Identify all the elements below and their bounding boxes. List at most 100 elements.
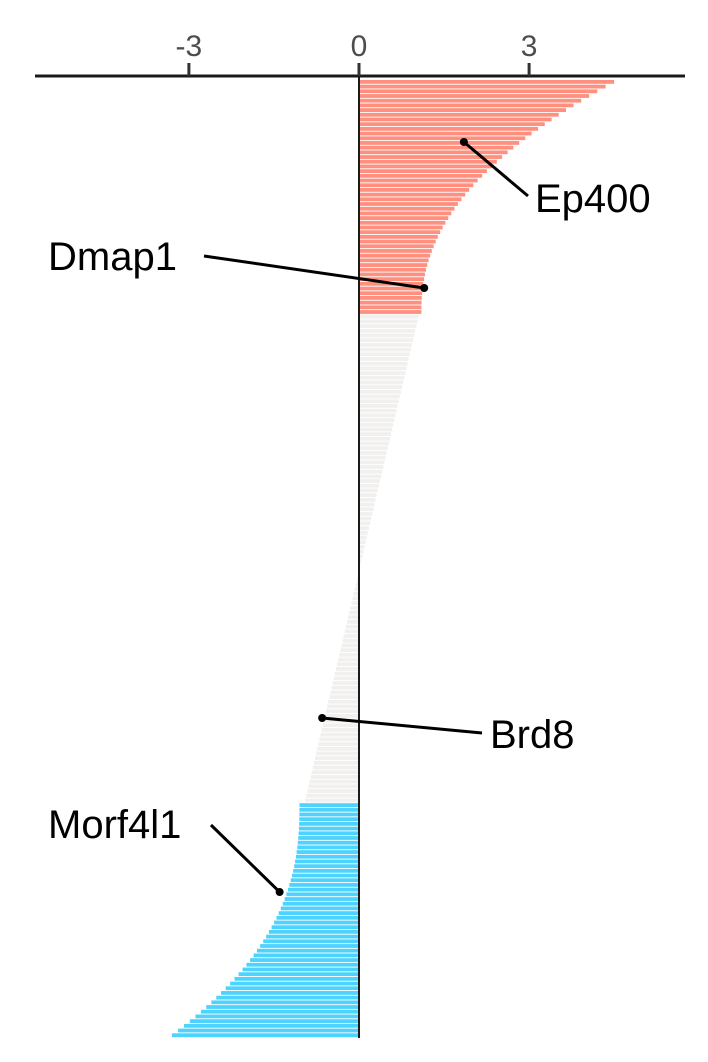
bar bbox=[359, 108, 566, 112]
bar bbox=[322, 723, 359, 728]
bar bbox=[345, 624, 359, 629]
bar bbox=[359, 197, 462, 202]
bar bbox=[359, 352, 410, 357]
bar bbox=[295, 859, 359, 864]
bar bbox=[299, 817, 359, 822]
bar bbox=[359, 371, 406, 375]
bar bbox=[276, 915, 359, 920]
bar bbox=[327, 704, 359, 709]
bar bbox=[284, 897, 359, 901]
bar bbox=[225, 986, 359, 991]
bar bbox=[359, 136, 526, 141]
bar bbox=[238, 972, 359, 977]
bar bbox=[359, 277, 425, 282]
bar bbox=[359, 441, 389, 446]
bar bbox=[359, 122, 545, 127]
bar bbox=[359, 408, 397, 413]
bar bbox=[359, 380, 404, 385]
bar bbox=[354, 587, 359, 591]
bar bbox=[282, 901, 359, 906]
bar bbox=[359, 150, 508, 155]
bar bbox=[359, 305, 422, 310]
bars-layer bbox=[171, 80, 615, 1038]
annotations-layer: Ep400 Dmap1 Brd8 Morf4l1 bbox=[48, 138, 651, 896]
bar bbox=[309, 779, 359, 784]
bar bbox=[253, 953, 359, 958]
bar bbox=[359, 342, 412, 347]
bar bbox=[280, 906, 359, 911]
bar bbox=[305, 798, 359, 803]
bar bbox=[359, 413, 396, 418]
bar bbox=[299, 821, 359, 826]
bar bbox=[359, 347, 411, 352]
bar bbox=[359, 267, 426, 272]
bar bbox=[359, 164, 492, 169]
bar bbox=[359, 544, 365, 549]
bar bbox=[297, 840, 359, 845]
bar bbox=[334, 671, 359, 676]
x-tick-label: 0 bbox=[351, 30, 368, 63]
bar bbox=[359, 272, 425, 277]
bar bbox=[307, 789, 359, 793]
bar bbox=[359, 338, 414, 343]
x-tick-label: -3 bbox=[176, 30, 203, 63]
annotation-point bbox=[459, 138, 468, 146]
bar bbox=[324, 713, 359, 718]
bar bbox=[359, 89, 598, 94]
bar bbox=[359, 460, 385, 465]
bar bbox=[359, 216, 449, 220]
bar bbox=[359, 535, 367, 540]
bar bbox=[359, 253, 431, 258]
bar bbox=[340, 648, 359, 653]
bar bbox=[359, 84, 606, 89]
bar bbox=[359, 512, 373, 516]
bar bbox=[359, 112, 559, 117]
bar bbox=[293, 868, 359, 873]
bar bbox=[359, 319, 418, 324]
annotation-label-brd8: Brd8 bbox=[490, 713, 575, 757]
bar bbox=[359, 526, 369, 530]
bar bbox=[256, 948, 359, 953]
bar bbox=[342, 638, 359, 643]
bar bbox=[359, 202, 458, 206]
bar bbox=[298, 836, 359, 840]
bar bbox=[296, 850, 359, 854]
annotation-label-ep400: Ep400 bbox=[535, 177, 651, 221]
bar bbox=[328, 699, 359, 704]
bar bbox=[359, 422, 394, 427]
bar bbox=[311, 770, 359, 775]
bar bbox=[355, 582, 359, 587]
bar bbox=[359, 126, 539, 131]
bar bbox=[359, 483, 379, 488]
annotation-label-dmap1: Dmap1 bbox=[48, 235, 177, 279]
bar bbox=[184, 1023, 359, 1028]
bar bbox=[350, 605, 359, 610]
bar bbox=[359, 225, 443, 230]
bar bbox=[260, 944, 359, 948]
bar bbox=[359, 427, 393, 432]
bar bbox=[359, 220, 446, 225]
bar bbox=[330, 690, 359, 695]
bar bbox=[359, 493, 377, 498]
bar bbox=[359, 432, 392, 437]
bar bbox=[315, 756, 359, 761]
bar bbox=[359, 188, 470, 192]
bar bbox=[271, 925, 359, 930]
bar bbox=[216, 995, 359, 1000]
bar bbox=[359, 455, 386, 460]
bar bbox=[312, 765, 359, 770]
bar bbox=[359, 446, 388, 451]
bar bbox=[359, 310, 422, 314]
bar bbox=[359, 173, 483, 178]
bar bbox=[359, 366, 407, 371]
bar bbox=[346, 620, 359, 624]
bar bbox=[359, 169, 487, 174]
annotation-point bbox=[275, 888, 284, 896]
bar bbox=[359, 178, 478, 183]
bar bbox=[313, 760, 359, 765]
bar bbox=[359, 234, 438, 239]
bar bbox=[306, 793, 359, 798]
bar bbox=[359, 145, 514, 150]
bar bbox=[298, 831, 359, 836]
bar bbox=[286, 892, 359, 897]
